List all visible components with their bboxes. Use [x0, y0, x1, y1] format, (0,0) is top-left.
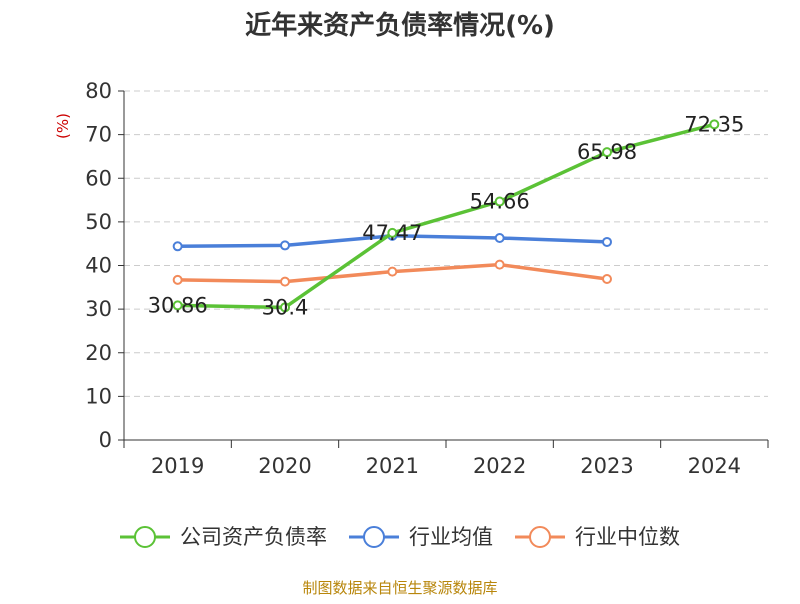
axes: 0 10 20 30 40 50 60 70 80 2019 2020 2021 2022 2023 202…	[85, 79, 769, 478]
series-1-point-3	[494, 233, 505, 244]
data-label-3: 54.66	[470, 190, 530, 214]
series-1-point-4	[602, 236, 612, 247]
x-tick-label-2022: 2022	[473, 454, 526, 478]
x-tick-label-2024: 2024	[688, 454, 741, 478]
series-0-point-4	[602, 147, 612, 158]
y-tick-label-30: 30	[85, 297, 112, 321]
gridlines	[124, 90, 768, 397]
y-tick-label-10: 10	[85, 384, 112, 408]
y-axis-label: (%)	[54, 113, 72, 139]
x-tick-label-2019: 2019	[151, 454, 204, 478]
y-tick-label-20: 20	[85, 341, 112, 365]
data-label-1: 30.4	[262, 295, 309, 319]
y-tick-label-60: 60	[85, 166, 112, 190]
series-2-point-2	[387, 266, 398, 277]
series-0-point-0	[172, 300, 183, 311]
y-tick-label-70: 70	[85, 123, 112, 147]
legend-swatch-marker-1	[363, 526, 385, 548]
legend-swatch-marker-2	[529, 526, 551, 548]
data-label-2: 47.47	[362, 221, 422, 245]
y-tick-label-80: 80	[85, 79, 112, 103]
chart-title: 近年来资产负债率情况(%)	[245, 10, 555, 41]
y-tick-label-0: 0	[99, 428, 112, 452]
series-0-point-1	[280, 302, 290, 313]
series-0-point-5	[709, 119, 720, 130]
data-label-4: 65.98	[577, 140, 637, 164]
x-tick-label-2023: 2023	[580, 454, 633, 478]
x-tick-label-2021: 2021	[366, 454, 419, 478]
legend-label-1: 行业均值	[409, 525, 493, 549]
y-tick-label-40: 40	[85, 254, 112, 278]
data-labels: 30.86 30.4 47.47 54.66 65.98 72.35	[148, 112, 745, 319]
y-tick-label-50: 50	[85, 210, 112, 234]
source-note: 制图数据来自恒生聚源数据库	[302, 579, 497, 597]
series-0-point-3	[494, 196, 505, 207]
series-2-point-0	[172, 274, 183, 285]
series-1-point-1	[280, 240, 290, 251]
series-0-point-2	[387, 227, 398, 238]
series-lines	[172, 119, 720, 313]
legend: 公司资产负债率 行业均值 行业中位数	[120, 525, 680, 549]
series-2-point-4	[602, 274, 612, 285]
x-tick-label-2020: 2020	[258, 454, 311, 478]
legend-swatch-marker-0	[134, 526, 156, 548]
series-1-point-0	[172, 241, 183, 252]
series-2-point-3	[494, 259, 505, 270]
data-label-0: 30.86	[148, 293, 208, 317]
series-line-0	[175, 122, 717, 310]
series-2-point-1	[280, 276, 290, 287]
legend-label-2: 行业中位数	[575, 525, 680, 549]
data-label-5: 72.35	[684, 112, 744, 136]
legend-label-0: 公司资产负债率	[180, 525, 327, 549]
